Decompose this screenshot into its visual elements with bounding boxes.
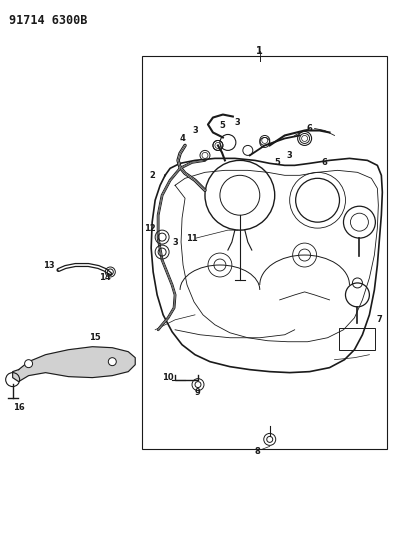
Text: 15: 15: [89, 333, 101, 342]
Text: 8: 8: [255, 447, 261, 456]
Text: 10: 10: [162, 373, 174, 382]
Text: 7: 7: [377, 316, 382, 324]
Text: 3: 3: [172, 238, 178, 247]
Text: 6: 6: [322, 158, 327, 167]
Text: 3: 3: [235, 118, 241, 127]
Text: 6: 6: [307, 124, 312, 133]
Text: 14: 14: [99, 273, 111, 282]
Circle shape: [24, 360, 33, 368]
Text: 5: 5: [275, 158, 281, 167]
Bar: [340, 328, 375, 350]
Text: 91714 6300B: 91714 6300B: [9, 14, 87, 27]
Text: 11: 11: [186, 233, 198, 243]
Text: 13: 13: [43, 261, 54, 270]
Text: 12: 12: [144, 224, 156, 232]
Circle shape: [108, 358, 116, 366]
Text: 1: 1: [256, 46, 263, 56]
Polygon shape: [13, 346, 135, 382]
Text: 16: 16: [13, 403, 24, 412]
Text: 2: 2: [149, 171, 155, 180]
Text: 4: 4: [179, 134, 185, 143]
Bar: [142, 56, 387, 449]
Text: 3: 3: [287, 151, 293, 160]
Text: 9: 9: [195, 388, 201, 397]
Text: 5: 5: [219, 121, 225, 130]
Text: 3: 3: [192, 126, 198, 135]
